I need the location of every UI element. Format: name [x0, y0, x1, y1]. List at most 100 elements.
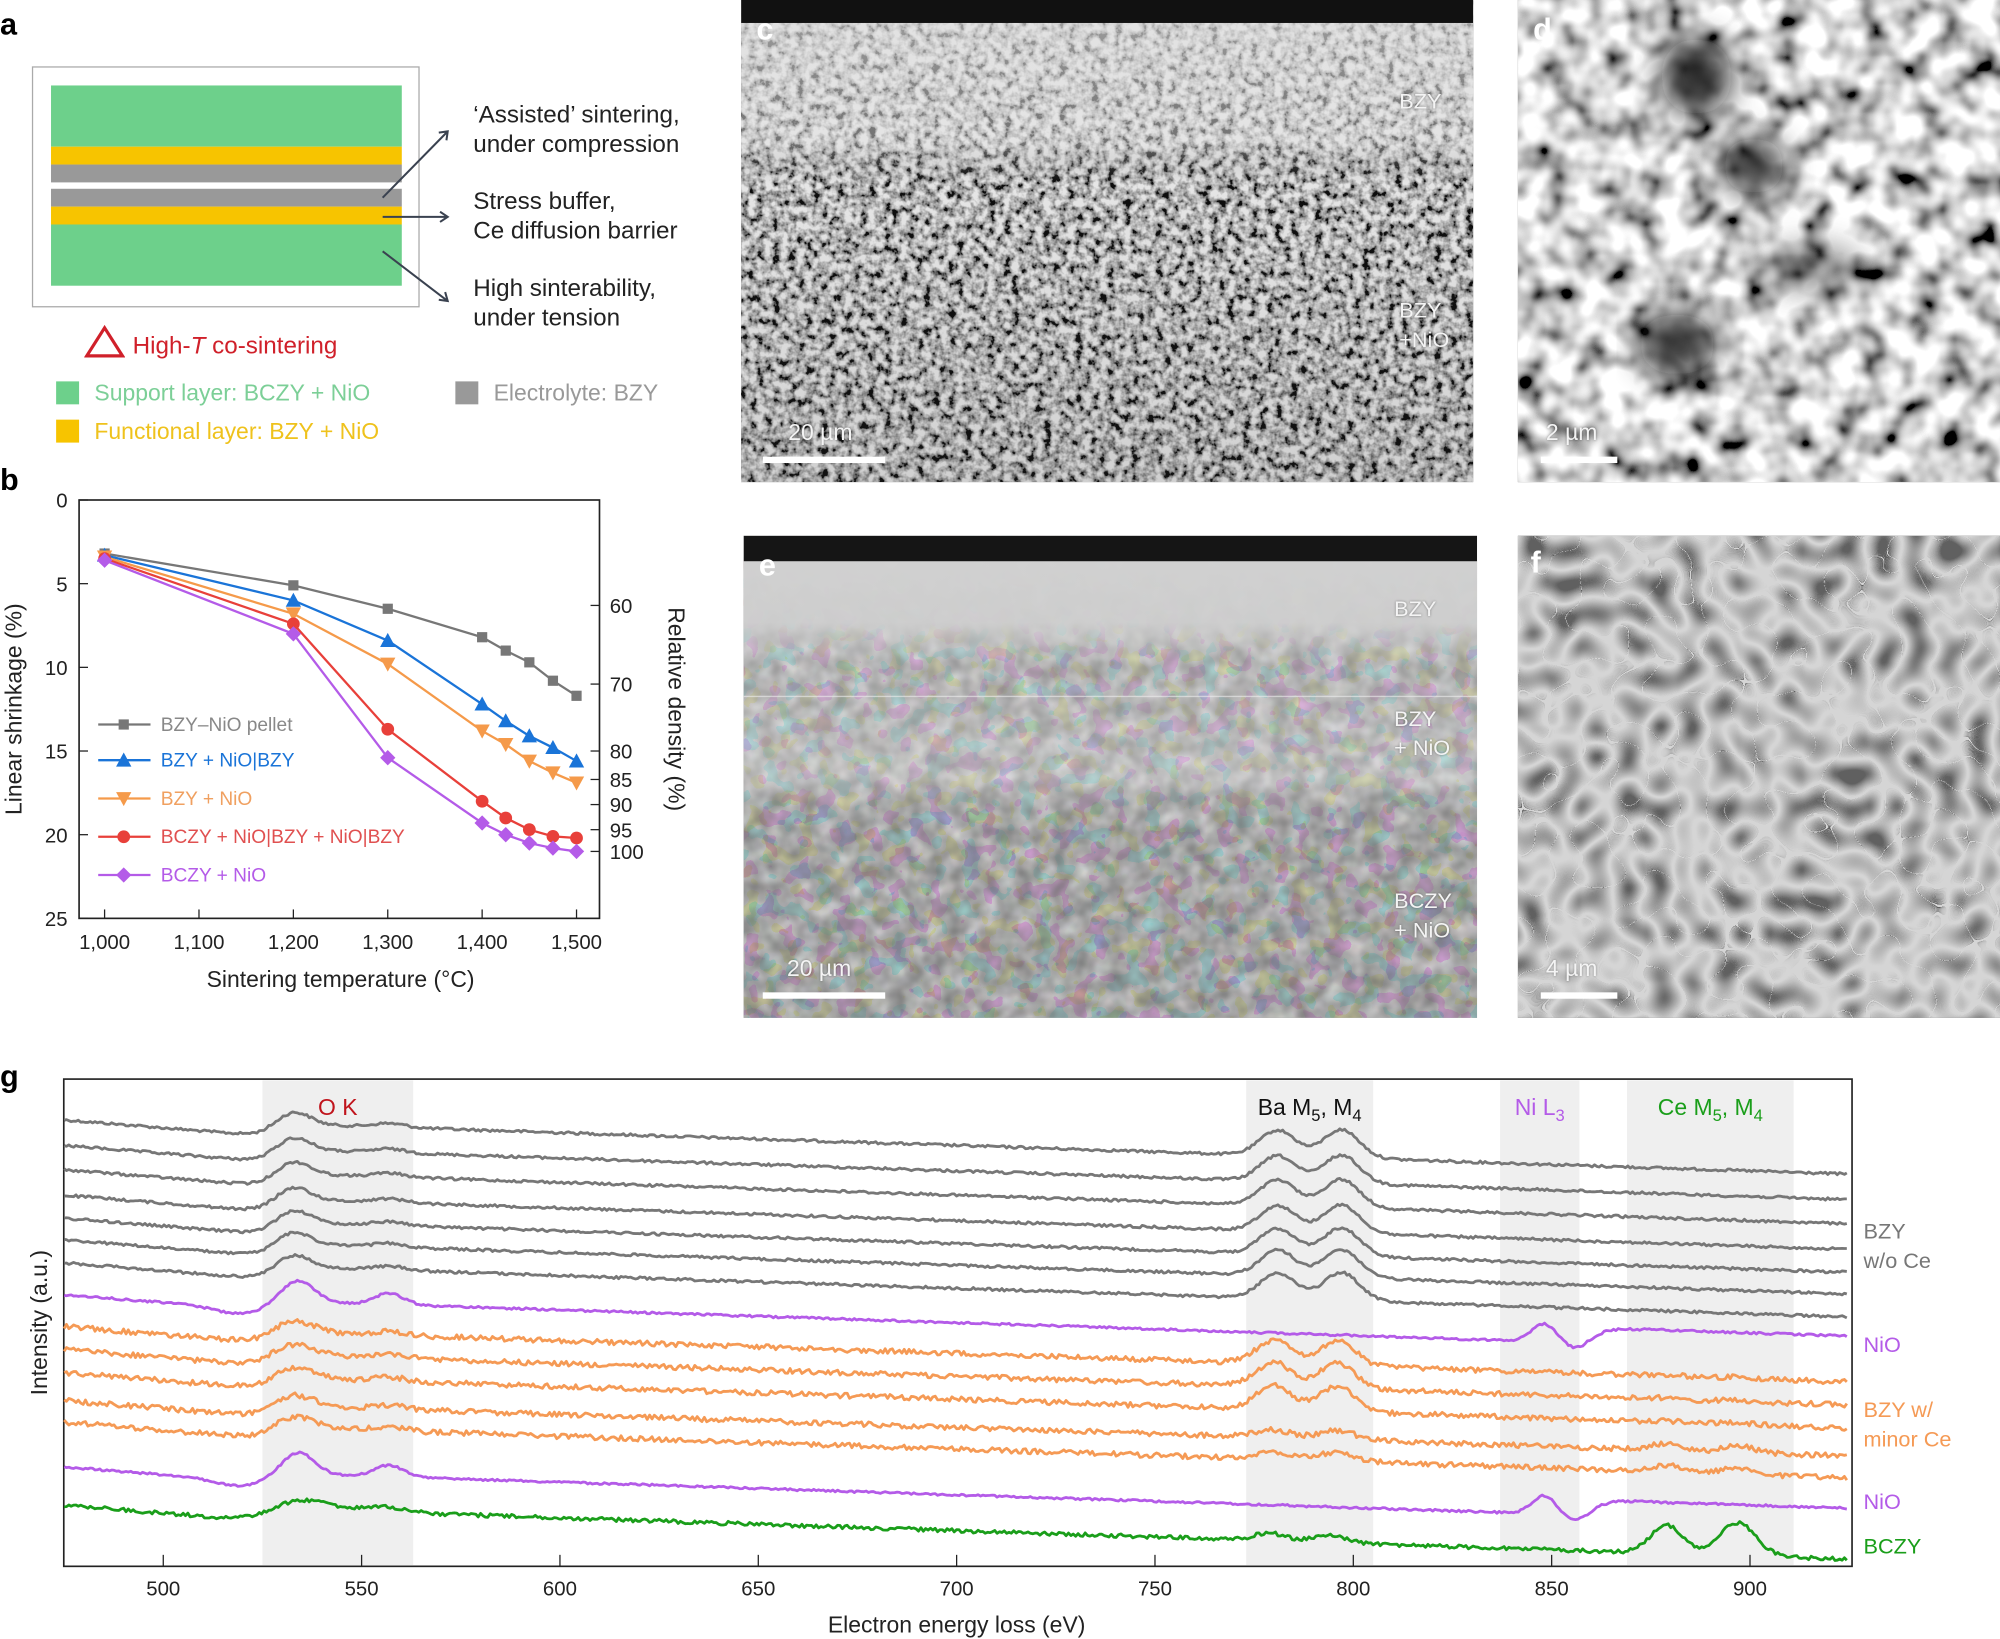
x-tick-label: 700 [940, 1579, 974, 1601]
data-point-square [382, 603, 393, 614]
data-point-triangle-down [380, 657, 396, 672]
right-tick-label: 90 [610, 795, 633, 817]
x-tick-label: 1,200 [268, 932, 319, 954]
data-point-triangle-down [474, 724, 490, 739]
layer-functional-top [51, 146, 402, 165]
y-tick-label: 0 [56, 491, 67, 513]
data-point-square [477, 632, 488, 643]
arrow-up-icon [381, 130, 449, 199]
data-point-diamond [285, 626, 302, 642]
series-group-label: minor Ce [1864, 1426, 1952, 1451]
region-label: Ni L3 [1515, 1094, 1565, 1125]
co-sintering-condition: High-T co-sintering [83, 324, 337, 361]
data-point-diamond [380, 750, 396, 766]
sem-image-f: f 4 µm [1517, 535, 2000, 1018]
y-axis-label: Intensity (a.u.) [26, 1250, 52, 1395]
region-label-subscript: 4 [1754, 1106, 1763, 1125]
data-point-triangle-down [521, 754, 537, 769]
x-tick-label: 1,400 [457, 932, 508, 954]
spectrum-line [63, 1136, 1847, 1202]
spectrum-line [62, 1318, 1848, 1386]
region-label-subscript: 5 [1311, 1106, 1320, 1125]
scale-bar [762, 992, 886, 999]
x-tick-label: 600 [543, 1579, 577, 1601]
triangle-heat-icon [83, 324, 126, 358]
layer-electrolyte-top [51, 164, 402, 183]
data-point-square [524, 657, 535, 668]
data-point-square [118, 719, 129, 730]
region-label-text: Ni L [1515, 1094, 1556, 1120]
sem-image-e: e BZY BZY + NiO BCZY + NiO 20 µm [743, 535, 1478, 1018]
sem-image-c: c BZY BZY +NiO 20 µm [741, 0, 1474, 483]
region-label: Ba M5, M4 [1258, 1094, 1362, 1125]
legend-label: Electrolyte: BZY [493, 380, 659, 406]
panel-label-e: e [758, 548, 776, 583]
x-axis-label: Sintering temperature (°C) [207, 966, 475, 992]
series-line [104, 554, 578, 763]
scale-bar-label: 4 µm [1545, 955, 1598, 981]
y-tick-label: 20 [45, 825, 68, 847]
data-point-diamond [568, 843, 585, 860]
spectrum-line [64, 1230, 1848, 1297]
series-group-label: NiO [1864, 1489, 1901, 1514]
region-label: Ce M5, M4 [1658, 1094, 1763, 1125]
sem-texture [743, 535, 1478, 1018]
x-tick-label: 650 [741, 1579, 775, 1601]
legend-label: Functional layer: BZY + NiO [94, 418, 380, 444]
data-point-circle [117, 830, 131, 844]
data-point-square [571, 690, 582, 701]
y-tick-label: 25 [45, 909, 68, 931]
data-point-circle [381, 722, 395, 736]
spectrum-line [63, 1391, 1848, 1459]
scale-bar-label: 2 µm [1545, 419, 1598, 446]
series-3 [98, 552, 583, 845]
functional-swatch [56, 419, 80, 443]
legend-item: BZY–NiO pellet [98, 715, 293, 736]
highlight-region [1246, 1080, 1374, 1566]
spectrum-line [63, 1364, 1848, 1432]
arrow-down-icon [382, 250, 450, 303]
sem-texture [1517, 535, 2000, 1018]
data-point-diamond [521, 835, 537, 851]
plot-frame [78, 499, 601, 920]
y-axis-label: Linear shrinkage (%) [1, 603, 27, 815]
x-tick-label: 550 [345, 1579, 379, 1601]
right-tick-label: 60 [610, 596, 633, 618]
panel-label-g: g [0, 1059, 19, 1095]
layer-stack-frame [31, 66, 420, 308]
right-tick-label: 70 [610, 675, 633, 697]
legend-label: BZY + NiO [161, 789, 253, 810]
condition-text: High- [132, 332, 191, 360]
data-point-circle [546, 829, 560, 843]
electrolyte-swatch [455, 381, 479, 405]
x-tick-label: 1,000 [79, 932, 130, 954]
scale-bar-label: 20 µm [786, 955, 852, 981]
spectrum-line [63, 1278, 1848, 1350]
spectrum-line [63, 1159, 1848, 1226]
series-group-label: BZY w/ [1864, 1397, 1934, 1422]
scale-bar [1540, 992, 1618, 999]
scale-bar [762, 456, 886, 464]
spectrum-line [63, 1413, 1848, 1481]
x-tick-label: 750 [1138, 1579, 1172, 1601]
region-label-subscript: 4 [1352, 1106, 1361, 1125]
annotation-stress-buffer: Stress buffer, Ce diffusion barrier [473, 187, 677, 246]
region-label-bzy: BZY [1399, 89, 1442, 114]
legend-item: BZY + NiO|BZY [98, 751, 295, 772]
panel-label-f: f [1530, 545, 1541, 581]
data-point-square [547, 675, 559, 686]
data-point-triangle-down [285, 607, 302, 622]
region-label-line: BCZY [1394, 889, 1452, 914]
data-point-diamond [498, 827, 514, 843]
legend-item: BCZY + NiO|BZY + NiO|BZY [98, 827, 405, 848]
panel-label-a: a [0, 7, 18, 43]
x-tick-label: 850 [1535, 1579, 1569, 1601]
annotation-line: under tension [473, 304, 621, 332]
data-point-triangle-up [545, 740, 561, 755]
layer-support-top [51, 85, 402, 147]
sem-texture [1517, 0, 2000, 483]
spectrum-line [64, 1497, 1848, 1562]
annotation-line: under compression [473, 131, 680, 159]
spectrum-line [62, 1341, 1848, 1409]
